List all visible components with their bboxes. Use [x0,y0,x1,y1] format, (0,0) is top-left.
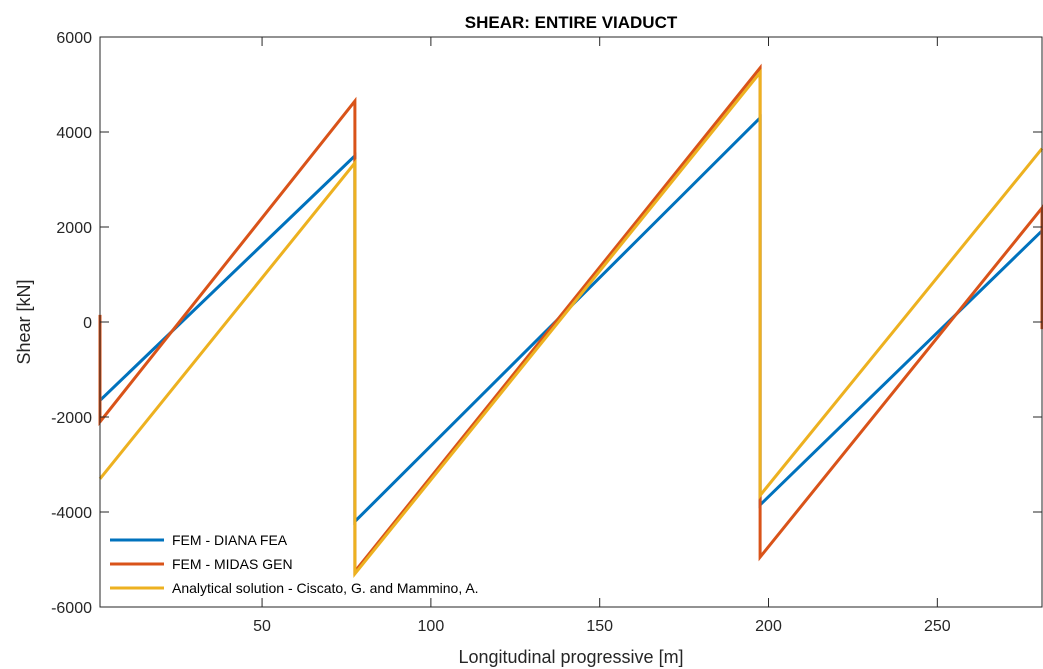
y-tick-label-2: -4000 [51,505,92,522]
plot-area [100,37,1042,607]
legend-entry-1: FEM - DIANA FEA [172,532,288,548]
legend-entry-2: FEM - MIDAS GEN [172,556,293,572]
x-tick-label-1: 50 [253,618,271,635]
series-group [98,63,1043,579]
y-tick-label-4: 0 [83,315,92,332]
y-tick-label-7: 6000 [56,30,92,47]
y-axis-ticks: -6000 -4000 -2000 0 2000 4000 6000 [51,30,1042,617]
x-axis-label: Longitudinal progressive [m] [458,647,683,667]
y-tick-label-3: -2000 [51,410,92,427]
x-tick-label-2: 100 [418,618,445,635]
y-tick-label-1: -6000 [51,600,92,617]
series-line-2 [98,63,1043,576]
y-tick-label-6: 4000 [56,125,92,142]
chart-title: SHEAR: ENTIRE VIADUCT [465,13,678,32]
x-tick-label-5: 250 [924,618,951,635]
y-axis-label: Shear [kN] [14,279,34,364]
x-tick-label-3: 150 [586,618,613,635]
x-tick-label-4: 200 [755,618,782,635]
y-tick-label-5: 2000 [56,220,92,237]
legend: FEM - DIANA FEA FEM - MIDAS GEN Analytical… [110,532,479,596]
legend-entry-3: Analytical solution - Ciscato, G. and Ma… [172,580,479,596]
x-axis-ticks: 50 100 150 200 250 [253,37,951,635]
series-line-3 [98,68,1043,579]
